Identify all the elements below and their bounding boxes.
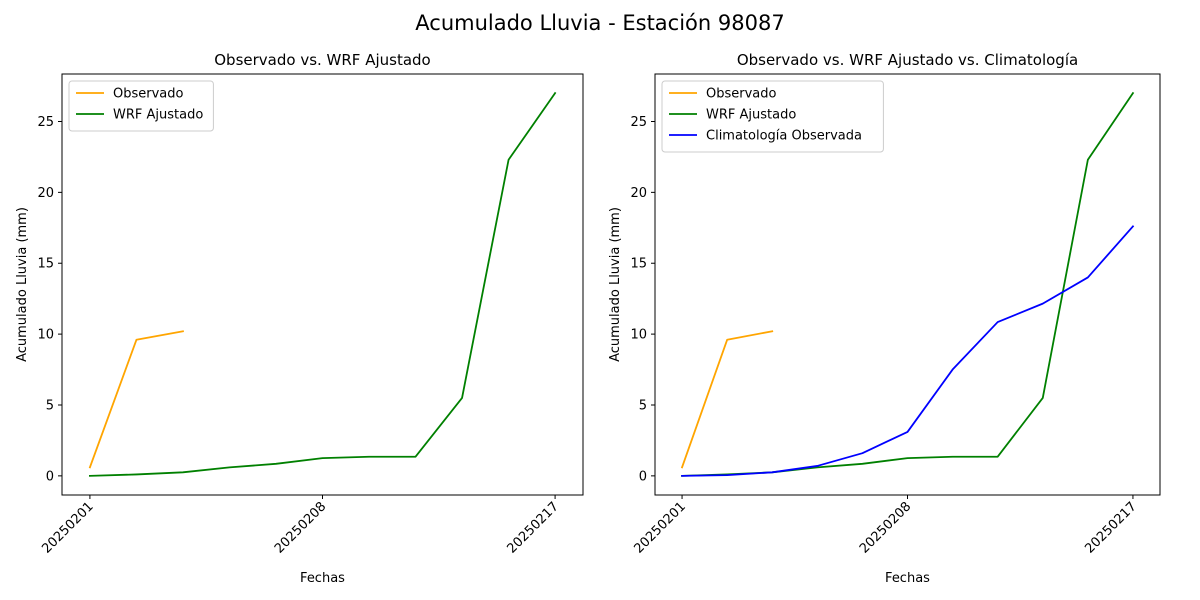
y-axis-label: Acumulado Lluvia (mm) (15, 207, 30, 362)
x-tick-label: 20250217 (1082, 499, 1139, 556)
y-tick-label: 0 (639, 469, 647, 484)
x-tick-label: 20250201 (631, 499, 688, 556)
series-line-climatologia-observada (681, 225, 1135, 477)
y-tick-label: 25 (630, 115, 647, 130)
x-axis-label: Fechas (300, 571, 345, 586)
y-tick-label: 0 (46, 469, 54, 484)
chart-panel-observado-wrf-climatologia: Observado vs. WRF Ajustado vs. Climatolo… (608, 51, 1161, 586)
legend-entry-wrf-ajustado: WRF Ajustado (113, 108, 203, 123)
y-tick-label: 5 (639, 398, 647, 413)
legend-entry-observado: Observado (706, 87, 777, 102)
series-line-observado (680, 330, 774, 469)
legend-entry-wrf-ajustado: WRF Ajustado (706, 108, 796, 123)
x-axis-label: Fechas (885, 571, 930, 586)
y-tick-label: 20 (630, 186, 647, 201)
y-tick-label: 20 (37, 186, 54, 201)
series-line-wrf-ajustado (88, 91, 557, 477)
y-tick-label: 10 (37, 328, 54, 343)
y-tick-label: 15 (37, 257, 54, 272)
y-axis-label: Acumulado Lluvia (mm) (608, 207, 623, 362)
series-line-observado (88, 330, 184, 469)
y-tick-label: 25 (37, 115, 54, 130)
plot-frame (61, 73, 584, 496)
legend-entry-observado: Observado (113, 87, 184, 102)
x-tick-label: 20250208 (857, 499, 914, 556)
legend-frame (68, 80, 214, 132)
x-tick-label: 20250208 (272, 499, 329, 556)
y-tick-label: 15 (630, 257, 647, 272)
chart-suptitle: Acumulado Lluvia - Estación 98087 (415, 11, 784, 35)
x-tick-label: 20250217 (505, 499, 562, 556)
y-tick-label: 5 (46, 398, 54, 413)
legend-entry-climatologia-observada: Climatología Observada (706, 129, 862, 144)
chart-panel-observado-wrf: Observado vs. WRF Ajustado 0 5 10 15 20 25 2025… (15, 51, 584, 586)
legend-frame (661, 80, 884, 153)
legend: Observado WRF Ajustado (68, 80, 214, 132)
chart-title: Observado vs. WRF Ajustado vs. Climatolo… (737, 51, 1078, 69)
legend: Observado WRF Ajustado Climatología Observ… (661, 80, 884, 153)
x-tick-label: 20250201 (39, 499, 96, 556)
y-tick-label: 10 (630, 328, 647, 343)
chart-title: Observado vs. WRF Ajustado (214, 51, 430, 69)
